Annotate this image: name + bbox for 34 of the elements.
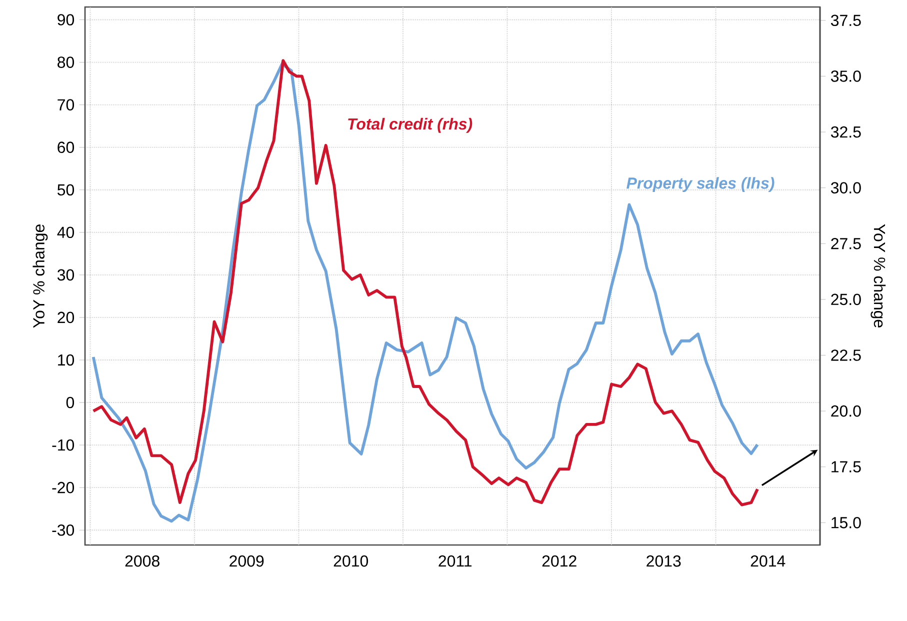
y-tick-label: 70 — [58, 99, 74, 110]
y-tick-label: 50 — [58, 184, 74, 196]
x-tick-label: 2009 — [230, 555, 264, 567]
series-label: Property sales (lhs) — [626, 177, 774, 192]
y2-tick-label: 20.0 — [831, 405, 861, 417]
y-tick-label: -10 — [52, 439, 74, 451]
y2-tick-label: 27.5 — [831, 238, 861, 250]
x-tick-label: 2014 — [750, 555, 786, 567]
y2-tick-label: 25.0 — [831, 294, 861, 306]
x-tick-label: 2010 — [334, 555, 368, 567]
y2-tick-label: 17.5 — [832, 461, 861, 472]
y2-tick-label: 35.0 — [830, 70, 861, 82]
y-tick-label: -20 — [52, 482, 74, 494]
y2-tick-label: 32.5 — [830, 126, 861, 138]
y-tick-label: 20 — [58, 312, 74, 324]
y-tick-label: -30 — [52, 524, 74, 536]
y-tick-label: 80 — [58, 56, 74, 68]
series-label: Total credit (rhs) — [348, 118, 472, 133]
y-axis-title: YoY % change — [32, 224, 48, 328]
x-tick-label: 2008 — [125, 555, 160, 567]
y2-tick-label: 22.5 — [831, 350, 861, 361]
y2-tick-label: 30.0 — [830, 182, 861, 194]
y2-tick-label: 37.5 — [830, 14, 861, 26]
y-tick-label: 0 — [66, 396, 74, 408]
y2-tick-label: 15.0 — [832, 517, 861, 528]
y-tick-label: 30 — [57, 269, 74, 281]
y2-axis-title: YoY % change — [870, 224, 886, 328]
y-tick-label: 90 — [58, 14, 74, 26]
x-tick-label: 2011 — [438, 555, 472, 567]
y-tick-label: 10 — [58, 354, 74, 366]
x-tick-label: 2013 — [646, 555, 681, 567]
y-tick-label: 40 — [57, 226, 74, 238]
x-tick-label: 2012 — [542, 555, 576, 567]
y-tick-label: 60 — [58, 142, 74, 153]
